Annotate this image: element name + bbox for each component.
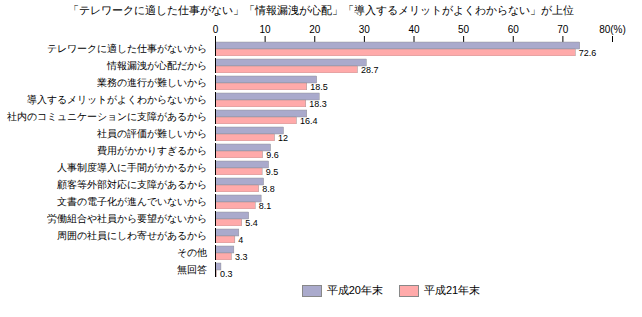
svg-text:30: 30 — [359, 24, 371, 35]
svg-text:労働組合や社員から要望がないから: 労働組合や社員から要望がないから — [47, 213, 207, 224]
svg-text:人事制度導入に手間がかかるから: 人事制度導入に手間がかかるから — [57, 162, 207, 173]
svg-text:8.1: 8.1 — [259, 201, 272, 211]
svg-text:50: 50 — [458, 24, 470, 35]
svg-text:5.4: 5.4 — [245, 218, 258, 228]
svg-text:16.4: 16.4 — [300, 116, 318, 126]
svg-text:10: 10 — [260, 24, 272, 35]
svg-text:3.3: 3.3 — [235, 252, 248, 262]
svg-text:周囲の社員にしわ寄せがあるから: 周囲の社員にしわ寄せがあるから — [57, 230, 207, 241]
svg-text:0.3: 0.3 — [220, 269, 233, 279]
svg-text:導入するメリットがよくわからないから: 導入するメリットがよくわからないから — [27, 94, 207, 105]
svg-text:0: 0 — [213, 24, 219, 35]
html-text:平成20年末: 平成20年末 — [326, 284, 383, 296]
svg-text:テレワークに適した仕事がないから: テレワークに適した仕事がないから — [47, 43, 207, 54]
svg-text:社内のコミュニケーションに支障があるから: 社内のコミュニケーションに支障があるから — [7, 111, 207, 122]
svg-text:9.5: 9.5 — [266, 167, 279, 177]
svg-text:4: 4 — [238, 235, 243, 245]
svg-text:18.3: 18.3 — [309, 99, 327, 109]
svg-text:40: 40 — [408, 24, 420, 35]
svg-text:80(%): 80(%) — [599, 24, 626, 35]
svg-text:業務の進行が難しいから: 業務の進行が難しいから — [97, 77, 207, 88]
svg-text:70: 70 — [557, 24, 569, 35]
svg-text:その他: その他 — [177, 247, 207, 258]
svg-text:72.6: 72.6 — [579, 48, 597, 58]
svg-text:60: 60 — [508, 24, 520, 35]
html-text:「テレワークに適した仕事がない」「情報漏洩が心配」「導入する: 「テレワークに適した仕事がない」「情報漏洩が心配」「導入するメリットがよくわから… — [68, 4, 574, 16]
svg-text:費用がかかりすぎるから: 費用がかかりすぎるから — [97, 145, 207, 156]
svg-text:12: 12 — [278, 133, 288, 143]
html-text:平成21年末: 平成21年末 — [424, 284, 481, 296]
svg-text:文書の電子化が進んでいないから: 文書の電子化が進んでいないから — [57, 196, 207, 207]
svg-text:28.7: 28.7 — [361, 65, 379, 75]
svg-text:9.6: 9.6 — [266, 150, 279, 160]
svg-text:8.8: 8.8 — [262, 184, 275, 194]
svg-text:20: 20 — [309, 24, 321, 35]
svg-text:18.5: 18.5 — [310, 82, 328, 92]
svg-text:無回答: 無回答 — [177, 264, 207, 275]
svg-text:社員の評価が難しいから: 社員の評価が難しいから — [97, 128, 207, 139]
svg-text:情報漏洩が心配だから: 情報漏洩が心配だから — [106, 60, 207, 71]
svg-text:顧客等外部対応に支障があるから: 顧客等外部対応に支障があるから — [57, 179, 207, 190]
